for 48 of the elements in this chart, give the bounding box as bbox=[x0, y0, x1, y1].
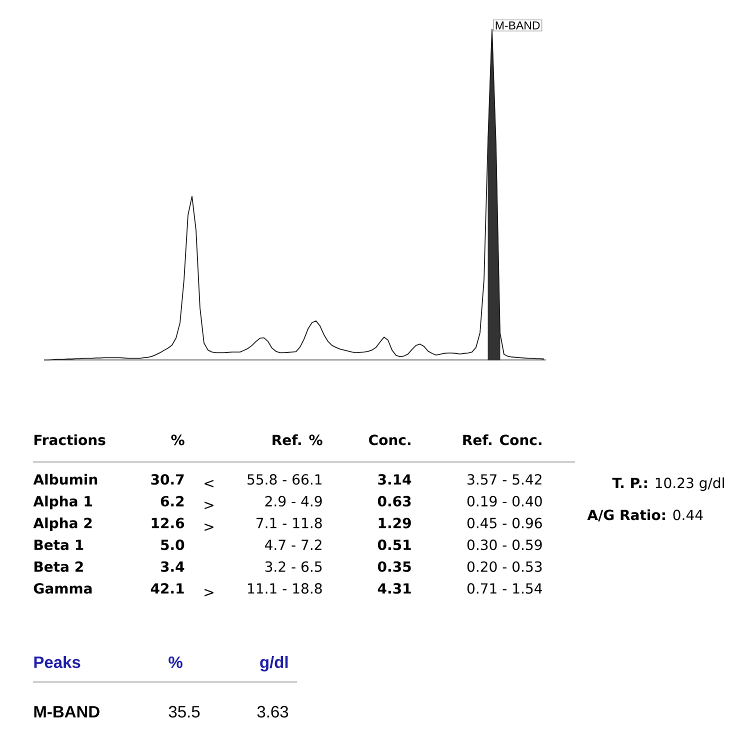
series-label: M-BAND bbox=[496, 21, 540, 30]
text: T. P.: 10.23 g/dl bbox=[612, 477, 724, 491]
category-label: % bbox=[171, 434, 184, 446]
text: 0.35 bbox=[378, 561, 411, 572]
category-label: Beta 1 bbox=[34, 540, 84, 550]
text: 6.2 bbox=[160, 496, 184, 507]
text: 3.4 bbox=[160, 561, 184, 572]
category-label: Ref. % bbox=[272, 434, 322, 446]
text: > bbox=[204, 523, 214, 531]
text: Fractions bbox=[34, 434, 106, 446]
text: 1.29 bbox=[378, 518, 411, 528]
text: 0.63 bbox=[378, 496, 411, 507]
category-label: Gamma bbox=[34, 583, 92, 594]
text: 3.14 bbox=[378, 474, 412, 485]
text: 3.63 bbox=[257, 706, 288, 718]
category-label: Conc. bbox=[369, 434, 410, 446]
text: < bbox=[204, 480, 214, 488]
text: 4.7 - 7.2 bbox=[265, 540, 322, 550]
category-label: Alpha 2 bbox=[33, 517, 92, 532]
text: A/G Ratio: 0.44 bbox=[587, 509, 703, 522]
text: 4.31 bbox=[378, 583, 411, 594]
text: > bbox=[204, 502, 214, 510]
text: 11.1 - 18.8 bbox=[248, 583, 322, 594]
text: 0.45 - 0.96 bbox=[467, 518, 542, 528]
text: 12.6 bbox=[152, 518, 184, 528]
text: 0.71 - 1.54 bbox=[467, 583, 542, 594]
category-label: g/dl bbox=[260, 656, 288, 672]
category-label: Albumin bbox=[33, 474, 98, 485]
category-label: Alpha 1 bbox=[33, 496, 92, 510]
text: 7.1 - 11.8 bbox=[256, 518, 322, 528]
text: 0.20 - 0.53 bbox=[467, 561, 542, 572]
category-label: Beta 2 bbox=[34, 561, 83, 572]
text: 3.2 - 6.5 bbox=[265, 561, 322, 572]
text: 35.5 bbox=[168, 706, 200, 718]
category-label: Ref. Conc. bbox=[463, 434, 542, 446]
category-label: % bbox=[168, 656, 182, 668]
category-label: M-BAND bbox=[34, 706, 100, 718]
text: > bbox=[204, 588, 214, 596]
text: 55.8 - 66.1 bbox=[248, 474, 322, 485]
text: 0.30 - 0.59 bbox=[467, 540, 542, 550]
text: 42.1 bbox=[150, 583, 184, 594]
text: 0.19 - 0.40 bbox=[467, 496, 542, 507]
text: 30.7 bbox=[151, 474, 184, 485]
text: Peaks bbox=[34, 656, 80, 668]
text: 3.57 - 5.42 bbox=[468, 474, 542, 485]
text: 5.0 bbox=[161, 540, 184, 550]
text: 2.9 - 4.9 bbox=[265, 496, 322, 507]
text: 0.51 bbox=[378, 540, 411, 550]
